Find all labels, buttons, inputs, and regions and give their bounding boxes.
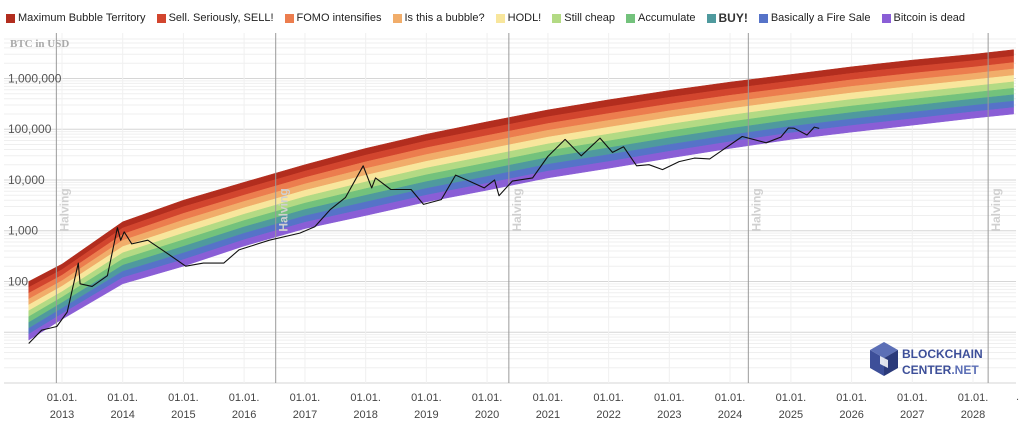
x-tick-label: 2025 xyxy=(779,409,803,421)
x-tick-label: 01.01. xyxy=(593,392,624,404)
x-tick-label: 2022 xyxy=(596,409,620,421)
x-tick-label: 2019 xyxy=(414,409,438,421)
rainbow-band xyxy=(28,62,1014,300)
x-tick-label: 01.01. xyxy=(776,392,807,404)
legend-label: Bitcoin is dead xyxy=(893,12,966,24)
y-tick-label: 100 xyxy=(8,274,28,288)
legend-item-fomo[interactable]: FOMO intensifies xyxy=(284,12,382,24)
y-tick-label: 100,000 xyxy=(8,122,52,136)
legend-item-maximum-bubble[interactable]: Maximum Bubble Territory xyxy=(6,12,146,24)
x-tick-label: 01.01. xyxy=(897,392,928,404)
rainbow-band xyxy=(28,107,1014,341)
x-tick-label: 2024 xyxy=(718,409,742,421)
x-tick-label: 2020 xyxy=(475,409,499,421)
x-tick-label: 01.01. xyxy=(229,392,260,404)
blockchaincenter-logo: BLOCKCHAIN CENTER.NET xyxy=(870,342,983,377)
legend-swatch xyxy=(881,13,891,23)
x-tick-label: 01.01. xyxy=(411,392,442,404)
grid xyxy=(4,33,1016,384)
x-tick-label: 01.01. xyxy=(107,392,138,404)
rainbow-band xyxy=(28,49,1014,288)
legend-label: Maximum Bubble Territory xyxy=(18,12,146,24)
x-tick-label: 2015 xyxy=(171,409,195,421)
x-tick-label: 2028 xyxy=(961,409,985,421)
cube-logo-icon xyxy=(870,342,898,376)
legend-label: Basically a Fire Sale xyxy=(770,12,871,24)
x-tick-label: 01.01. xyxy=(715,392,746,404)
x-axis-trailing-tick: . xyxy=(1016,391,1019,403)
halving-label: Halving xyxy=(749,188,763,231)
legend-item-bitcoin-dead[interactable]: Bitcoin is dead xyxy=(881,12,966,24)
legend-label: Still cheap xyxy=(564,12,616,24)
x-tick-label: 2016 xyxy=(232,409,256,421)
rainbow-band xyxy=(28,100,1014,335)
x-tick-label: 2021 xyxy=(536,409,560,421)
halving-label: Halving xyxy=(277,188,291,231)
y-tick-label: 10,000 xyxy=(8,173,45,187)
legend-label: Sell. Seriously, SELL! xyxy=(168,12,274,24)
y-axis-label: BTC in USD xyxy=(10,38,69,50)
rainbow-band xyxy=(28,94,1014,329)
legend-item-hodl[interactable]: HODL! xyxy=(495,12,542,24)
x-tick-label: 01.01. xyxy=(350,392,381,404)
logo-text-center-net: .NET xyxy=(951,363,979,377)
chart-legend: Maximum Bubble Territory Sell. Seriously… xyxy=(6,10,976,26)
logo-text-center-main: CENTER xyxy=(902,363,952,377)
x-tick-label: 01.01. xyxy=(168,392,199,404)
halving-lines: Halving Halving Halving Halving Halving xyxy=(55,33,1003,383)
x-tick-label: 2023 xyxy=(657,409,681,421)
rainbow-band xyxy=(28,68,1014,306)
y-tick-label: 1,000 xyxy=(8,224,38,238)
legend-item-fire-sale[interactable]: Basically a Fire Sale xyxy=(758,12,871,24)
y-tick-label: 1,000,000 xyxy=(8,71,62,85)
x-tick-label: 2018 xyxy=(353,409,377,421)
legend-item-buy[interactable]: BUY! xyxy=(706,11,748,25)
legend-label: Is this a bubble? xyxy=(404,12,485,24)
x-tick-label: 2014 xyxy=(110,409,134,421)
x-tick-label: 01.01. xyxy=(290,392,321,404)
legend-swatch xyxy=(6,13,15,23)
legend-swatch xyxy=(495,13,505,23)
x-tick-label: 01.01. xyxy=(47,392,78,404)
legend-swatch xyxy=(706,13,716,23)
price-line xyxy=(28,126,820,344)
x-tick-label: 2013 xyxy=(50,409,74,421)
legend-swatch xyxy=(626,13,636,23)
legend-swatch xyxy=(392,13,402,23)
x-tick-label: 01.01. xyxy=(958,392,989,404)
halving-label: Halving xyxy=(989,188,1003,231)
rainbow-band xyxy=(28,87,1014,323)
legend-label: Accumulate xyxy=(638,12,696,24)
price-series xyxy=(28,126,820,344)
legend-swatch xyxy=(758,13,768,23)
rainbow-band xyxy=(28,55,1014,294)
legend-swatch xyxy=(156,13,166,23)
legend-item-bubble[interactable]: Is this a bubble? xyxy=(392,12,485,24)
legend-label: HODL! xyxy=(507,12,542,24)
halving-label: Halving xyxy=(510,188,524,231)
x-tick-label: 01.01. xyxy=(654,392,685,404)
axis-ticks: 100 1,000 10,000 100,000 1,000,000 01.01. 2013… xyxy=(8,71,988,421)
rainbow-bands xyxy=(28,49,1014,341)
x-tick-label: 01.01. xyxy=(472,392,503,404)
legend-label: FOMO intensifies xyxy=(296,12,382,24)
legend-item-sell[interactable]: Sell. Seriously, SELL! xyxy=(156,12,274,24)
legend-swatch xyxy=(552,13,562,23)
logo-text-center: CENTER.NET xyxy=(902,363,979,377)
x-tick-label: 2027 xyxy=(900,409,924,421)
halving-label: Halving xyxy=(57,188,71,231)
rainbow-band xyxy=(28,75,1014,312)
legend-swatch xyxy=(284,13,294,23)
x-tick-label: 01.01. xyxy=(836,392,867,404)
legend-item-still-cheap[interactable]: Still cheap xyxy=(552,12,615,24)
rainbow-band xyxy=(28,81,1014,318)
x-tick-label: 2017 xyxy=(293,409,317,421)
x-tick-label: 2026 xyxy=(839,409,863,421)
legend-item-accumulate[interactable]: Accumulate xyxy=(626,12,696,24)
legend-label: BUY! xyxy=(718,11,748,25)
x-tick-label: 01.01. xyxy=(533,392,564,404)
logo-text-blockchain: BLOCKCHAIN xyxy=(902,347,983,361)
